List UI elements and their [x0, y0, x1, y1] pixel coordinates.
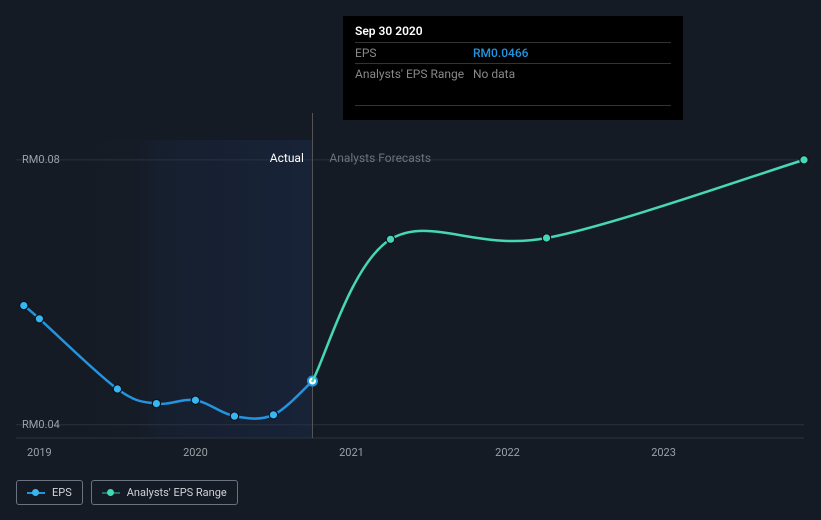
legend-swatch-icon: [27, 488, 45, 498]
x-axis-label: 2019: [19, 446, 59, 459]
x-axis-label: 2023: [644, 446, 684, 459]
legend-label: EPS: [52, 486, 72, 499]
legend-item-eps[interactable]: EPS: [16, 480, 83, 505]
region-label-forecast: Analysts Forecasts: [329, 151, 431, 165]
legend-swatch-icon: [102, 488, 120, 498]
tooltip-value: RM0.0466: [473, 46, 528, 60]
y-axis-label: RM0.08: [22, 153, 60, 166]
x-axis-label: 2021: [331, 446, 371, 459]
y-axis-label: RM0.04: [22, 418, 60, 431]
tooltip-value: No data: [473, 67, 515, 81]
legend-label: Analysts' EPS Range: [127, 486, 227, 499]
x-axis-label: 2020: [175, 446, 215, 459]
tooltip-row-eps: EPS RM0.0466: [355, 42, 671, 63]
tooltip-date: Sep 30 2020: [355, 24, 671, 38]
legend-item-range[interactable]: Analysts' EPS Range: [91, 480, 238, 505]
tooltip-label: Analysts' EPS Range: [355, 67, 473, 81]
tooltip-label: EPS: [355, 46, 473, 60]
x-axis-label: 2022: [488, 446, 528, 459]
tooltip-row-range: Analysts' EPS Range No data: [355, 63, 671, 106]
legend: EPS Analysts' EPS Range: [16, 480, 238, 505]
region-label-actual: Actual: [270, 151, 304, 165]
tooltip: Sep 30 2020 EPS RM0.0466 Analysts' EPS R…: [343, 16, 683, 120]
